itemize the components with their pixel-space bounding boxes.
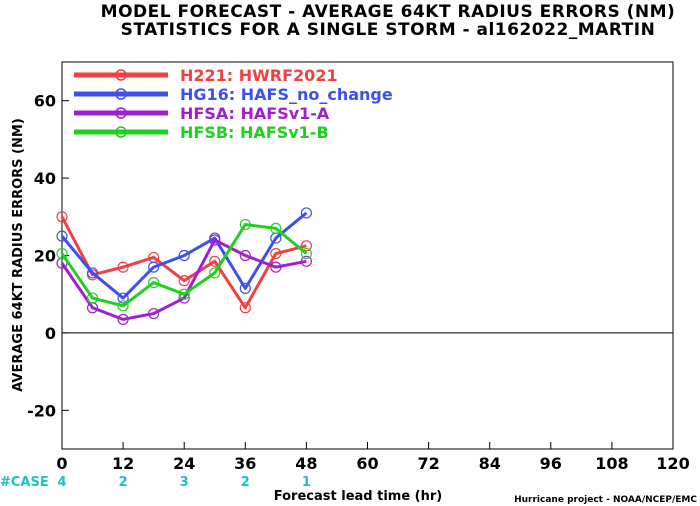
credit-text: Hurricane project - NOAA/NCEP/EMC xyxy=(514,495,697,505)
data-point xyxy=(300,207,312,219)
data-point xyxy=(300,255,312,267)
data-point xyxy=(209,255,221,267)
data-point xyxy=(239,302,251,314)
data-point xyxy=(148,307,160,320)
x-tick-label: 24 xyxy=(173,454,195,473)
series-2 xyxy=(56,234,312,325)
data-point xyxy=(117,261,129,273)
data-point xyxy=(148,276,160,289)
data-point xyxy=(178,249,190,262)
data-point xyxy=(300,240,312,252)
y-axis-label: AVERAGE 64KT RADIUS ERRORS (NM) xyxy=(11,118,26,392)
x-tick-label: 60 xyxy=(356,454,378,473)
series-line xyxy=(60,223,308,308)
case-count: 2 xyxy=(241,475,250,490)
data-point xyxy=(270,261,282,273)
plot-frame xyxy=(61,61,674,450)
x-tick-label: 36 xyxy=(234,454,256,473)
data-point xyxy=(117,292,129,304)
data-point xyxy=(270,247,282,260)
legend-label: HG16: HAFS_no_change xyxy=(180,85,393,104)
x-tick-label: 0 xyxy=(56,454,67,473)
x-tick-label: 48 xyxy=(295,454,317,473)
legend-swatch-marker xyxy=(115,69,127,81)
legend-item: HG16: HAFS_no_change xyxy=(74,85,393,104)
chart-subtitle: STATISTICS FOR A SINGLE STORM - al162022… xyxy=(121,20,656,40)
legend-item: HFSA: HAFSv1-A xyxy=(74,104,330,123)
data-point xyxy=(270,222,282,235)
legend-label: H221: HWRF2021 xyxy=(180,66,338,85)
series-line xyxy=(60,211,308,300)
data-point xyxy=(148,261,160,273)
data-point xyxy=(239,218,251,231)
case-count: 4 xyxy=(57,475,66,490)
data-point xyxy=(209,234,221,246)
y-tick-label: 0 xyxy=(45,324,56,343)
legend-swatch-marker xyxy=(115,126,127,138)
case-counts: 4 2 3 2 1 xyxy=(57,475,310,490)
chart-title: MODEL FORECAST - AVERAGE 64KT RADIUS ERR… xyxy=(101,2,676,22)
x-tick-label: 72 xyxy=(417,454,439,473)
case-label: #CASE xyxy=(0,475,49,490)
legend-swatch-marker xyxy=(115,107,127,119)
case-count: 2 xyxy=(119,475,128,490)
y-tick-label: -20 xyxy=(27,401,56,420)
series-group xyxy=(56,207,312,325)
data-point xyxy=(56,247,68,260)
data-point xyxy=(86,267,99,279)
legend-item: HFSB: HAFSv1-B xyxy=(74,123,329,142)
case-count: 1 xyxy=(302,475,311,490)
data-point xyxy=(209,267,221,279)
data-point xyxy=(239,282,251,294)
data-point xyxy=(239,249,251,262)
legend-item: H221: HWRF2021 xyxy=(74,66,338,85)
x-tick-label: 120 xyxy=(656,454,689,473)
data-point xyxy=(117,300,129,312)
series-line xyxy=(60,216,307,310)
data-point xyxy=(300,247,312,260)
x-tick-label: 84 xyxy=(479,454,501,473)
series-3 xyxy=(56,218,312,312)
legend-swatch-marker xyxy=(115,88,127,100)
x-tick-label: 108 xyxy=(595,454,628,473)
y-tick-label: 40 xyxy=(34,169,56,188)
x-axis: 0 12 24 36 48 60 72 84 96 108 120 xyxy=(56,442,690,473)
data-point xyxy=(117,313,129,325)
legend-label: HFSB: HAFSv1-B xyxy=(180,123,329,142)
case-count: 3 xyxy=(180,475,189,490)
x-tick-label: 12 xyxy=(112,454,134,473)
legend-label: HFSA: HAFSv1-A xyxy=(180,104,330,123)
series-line xyxy=(60,238,307,321)
y-tick-label: 60 xyxy=(34,92,56,111)
y-tick-label: 20 xyxy=(34,247,56,266)
data-point xyxy=(56,230,68,242)
y-axis: -20 0 20 40 60 xyxy=(27,92,69,420)
data-point xyxy=(178,275,190,287)
data-point xyxy=(86,292,99,304)
x-tick-label: 96 xyxy=(540,454,562,473)
data-point xyxy=(56,211,68,223)
data-point xyxy=(178,288,190,300)
x-axis-label: Forecast lead time (hr) xyxy=(274,489,442,504)
